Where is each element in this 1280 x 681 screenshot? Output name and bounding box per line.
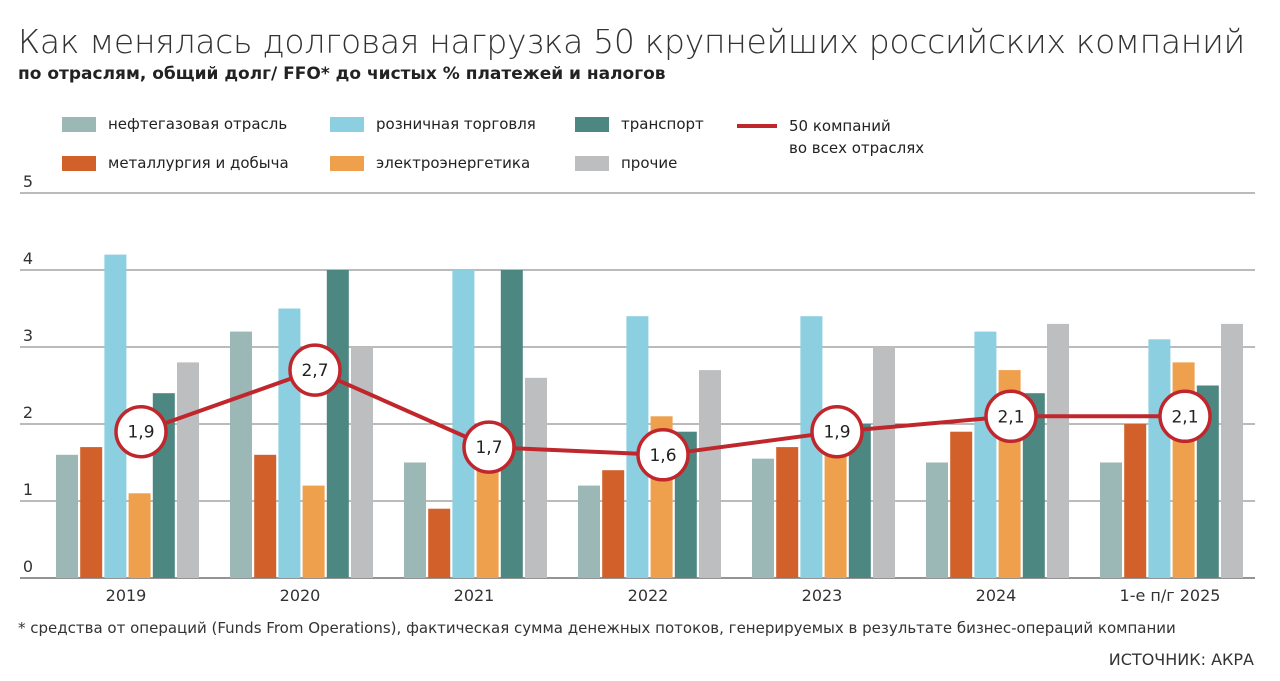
- legend-swatch: [62, 117, 96, 132]
- bar-1-0: [80, 447, 103, 578]
- y-tick-label: 5: [23, 172, 33, 191]
- bar-0-6: [1100, 462, 1122, 578]
- y-tick-label: 4: [23, 249, 33, 268]
- chart-subtitle: по отраслям, общий долг/ FFO* до чистых …: [18, 64, 666, 84]
- bar-1-1: [254, 454, 277, 578]
- bar-3-0: [128, 493, 151, 578]
- bar-0-4: [752, 458, 774, 578]
- line-data-label: 2,7: [301, 361, 328, 381]
- bar-5-4: [873, 347, 895, 578]
- bar-5-3: [699, 370, 721, 578]
- legend-item-transport: транспорт: [575, 115, 704, 133]
- y-tick-label: 3: [23, 326, 33, 345]
- x-tick-label: 2021: [454, 586, 495, 605]
- line-marker: [984, 389, 1038, 444]
- bar-1-3: [602, 470, 625, 578]
- legend-label: транспорт: [621, 115, 704, 133]
- legend-label: 50 компаний во всех отраслях: [789, 117, 925, 157]
- bar-2-2: [452, 270, 475, 578]
- line-data-label: 2,1: [997, 407, 1024, 427]
- bar-1-2: [428, 508, 451, 578]
- bar-0-5: [926, 462, 948, 578]
- legend-item-retail: розничная торговля: [330, 115, 536, 133]
- legend-label: электроэнергетика: [376, 154, 531, 172]
- x-tick-label: 2023: [802, 586, 843, 605]
- line-data-label: 1,6: [649, 446, 676, 466]
- line-marker: [636, 428, 690, 482]
- legend-label: металлургия и добыча: [108, 154, 289, 172]
- bar-5-6: [1221, 323, 1243, 578]
- bar-4-5: [1022, 393, 1045, 578]
- legend-line-swatch: [737, 124, 777, 128]
- x-tick-label: 2019: [106, 586, 147, 605]
- bar-2-1: [278, 308, 301, 578]
- legend-label: прочие: [621, 154, 678, 172]
- bar-2-5: [974, 331, 997, 578]
- bar-3-1: [302, 485, 325, 578]
- footnote: * средства от операций (Funds From Opera…: [18, 619, 1176, 637]
- y-tick-label: 2: [23, 403, 33, 422]
- x-tick-label: 2022: [628, 586, 669, 605]
- bar-1-4: [776, 447, 799, 578]
- legend-label: нефтегазовая отрасль: [108, 115, 288, 133]
- line-data-label: 1,7: [475, 438, 502, 458]
- bar-1-6: [1124, 424, 1147, 578]
- line-marker: [810, 404, 864, 459]
- y-tick-label: 1: [23, 480, 33, 499]
- x-tick-label: 2020: [280, 586, 321, 605]
- line-marker: [288, 343, 342, 397]
- line-marker: [1158, 389, 1212, 444]
- x-tick-label: 1-е п/г 2025: [1120, 586, 1221, 605]
- line-marker: [462, 420, 516, 474]
- bar-4-1: [326, 270, 349, 578]
- bar-3-4: [824, 439, 847, 578]
- bar-3-2: [476, 462, 499, 578]
- bar-4-2: [500, 270, 523, 578]
- bar-2-4: [800, 316, 823, 578]
- bar-0-1: [230, 331, 252, 578]
- bar-5-2: [525, 377, 547, 578]
- line-data-label: 2,1: [1171, 407, 1198, 427]
- line-marker: [114, 404, 168, 459]
- bar-0-2: [404, 462, 426, 578]
- legend-label: розничная торговля: [376, 115, 536, 133]
- legend-item-other: прочие: [575, 154, 677, 172]
- legend-swatch: [62, 156, 96, 171]
- bar-5-1: [351, 347, 373, 578]
- legend-swatch: [575, 117, 609, 132]
- bar-5-0: [177, 362, 199, 578]
- legend-item-total-line: 50 компаний во всех отраслях: [737, 115, 924, 159]
- source-note: ИСТОЧНИК: АКРА: [1108, 650, 1254, 669]
- line-data-label: 1,9: [823, 423, 850, 443]
- legend-item-metallurgy: металлургия и добыча: [62, 154, 289, 172]
- bar-0-3: [578, 485, 600, 578]
- chart-title: Как менялась долговая нагрузка 50 крупне…: [18, 22, 1245, 61]
- legend-swatch: [575, 156, 609, 171]
- bar-4-4: [848, 424, 871, 578]
- bar-2-0: [104, 254, 127, 578]
- legend-item-power: электроэнергетика: [330, 154, 530, 172]
- bar-0-0: [56, 454, 78, 578]
- legend-swatch: [330, 156, 364, 171]
- legend-swatch: [330, 117, 364, 132]
- legend-item-oil-gas: нефтегазовая отрасль: [62, 115, 287, 133]
- bar-1-5: [950, 431, 973, 578]
- line-data-label: 1,9: [127, 423, 154, 443]
- x-tick-label: 2024: [976, 586, 1017, 605]
- y-tick-label: 0: [23, 557, 33, 576]
- bar-5-5: [1047, 323, 1069, 578]
- bar-2-6: [1148, 339, 1171, 578]
